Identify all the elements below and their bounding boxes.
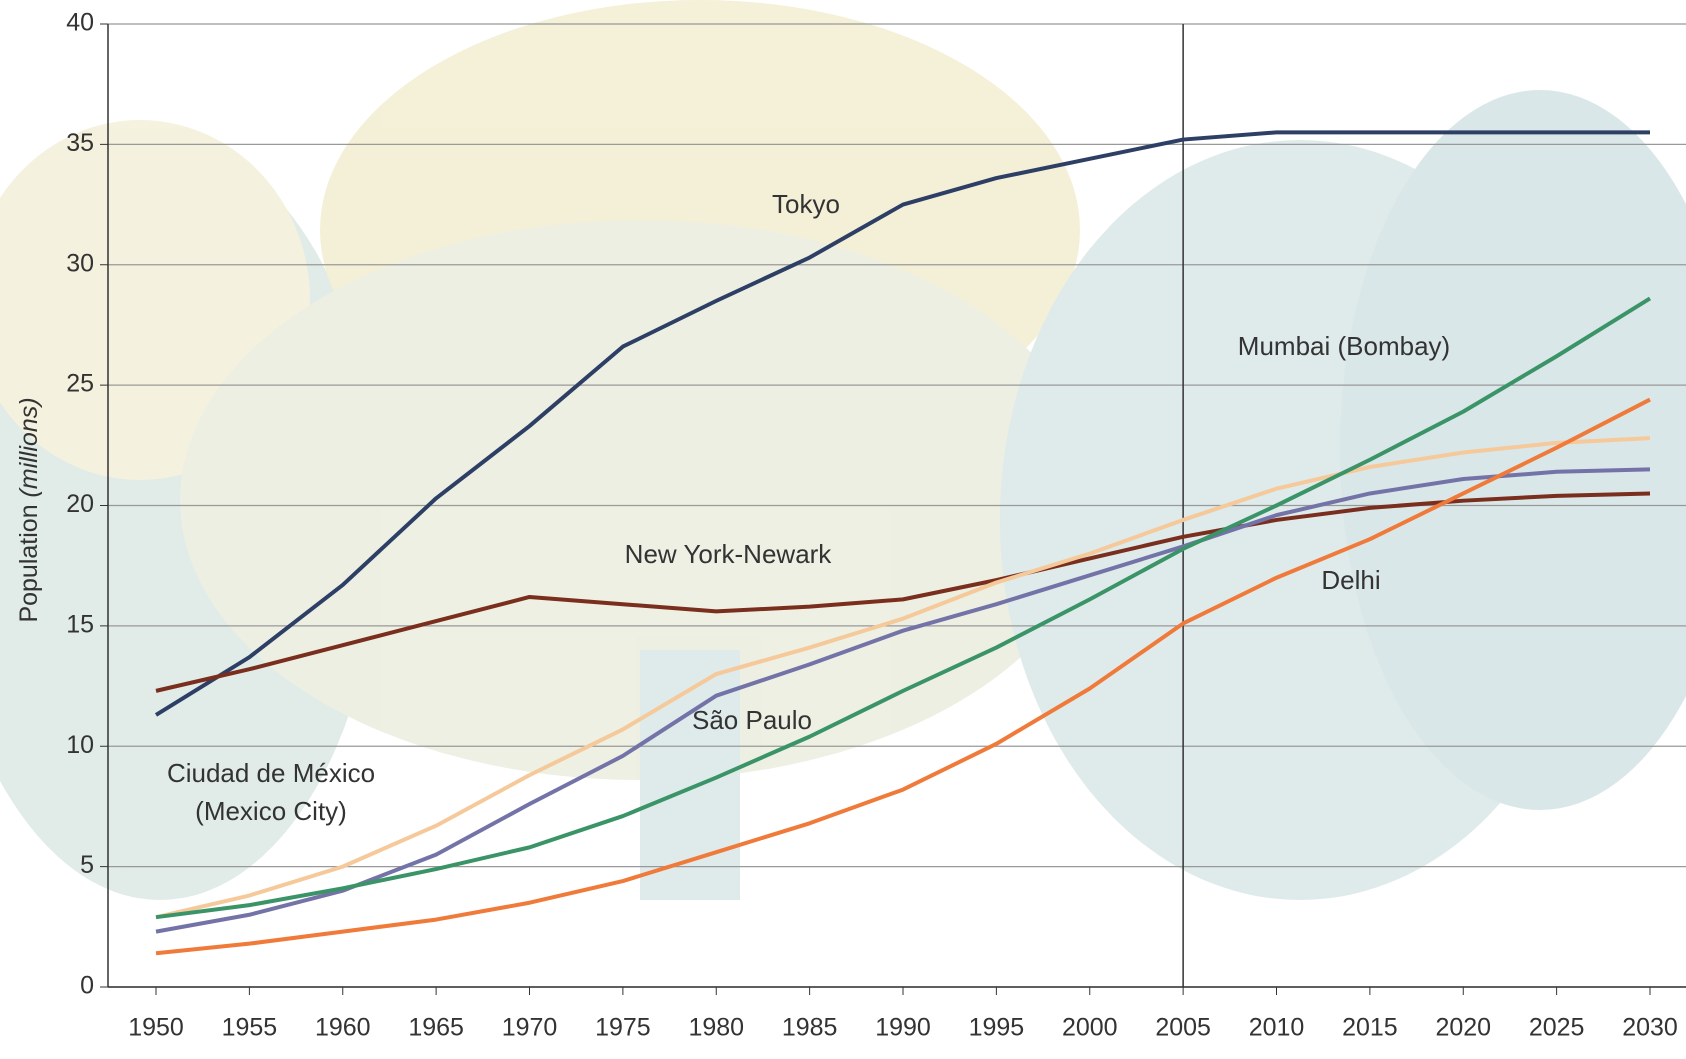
y-tick-label: 30 bbox=[66, 249, 94, 277]
y-tick-label: 20 bbox=[66, 490, 94, 518]
x-tick-label: 1960 bbox=[315, 1014, 371, 1042]
x-tick-label: 1970 bbox=[502, 1014, 558, 1042]
x-tick-label: 2010 bbox=[1249, 1014, 1305, 1042]
page: Population (millions) 051015202530354019… bbox=[0, 0, 1686, 1059]
y-axis-title: Population bbox=[15, 504, 43, 622]
x-tick-label: 2005 bbox=[1155, 1014, 1211, 1042]
x-tick-label: 1950 bbox=[128, 1014, 184, 1042]
x-tick-label: 2000 bbox=[1062, 1014, 1118, 1042]
x-tick-label: 1965 bbox=[408, 1014, 464, 1042]
x-tick-label: 2015 bbox=[1342, 1014, 1398, 1042]
series-label: Mumbai (Bombay) bbox=[1238, 327, 1450, 365]
x-tick-label: 1990 bbox=[875, 1014, 931, 1042]
x-tick-label: 2020 bbox=[1435, 1014, 1491, 1042]
series-label: Tokyo bbox=[772, 185, 840, 223]
y-axis-label: Population (millions) bbox=[15, 397, 43, 622]
series-label: São Paulo bbox=[692, 701, 812, 739]
y-tick-label: 0 bbox=[80, 972, 94, 1000]
x-tick-label: 1985 bbox=[782, 1014, 838, 1042]
x-tick-label: 2030 bbox=[1622, 1014, 1678, 1042]
y-tick-label: 10 bbox=[66, 731, 94, 759]
y-tick-label: 40 bbox=[66, 9, 94, 37]
chart: Population (millions) 051015202530354019… bbox=[0, 0, 1686, 1059]
y-axis-unit: (millions) bbox=[15, 397, 43, 497]
x-tick-label: 2025 bbox=[1529, 1014, 1585, 1042]
series-label: Ciudad de México (Mexico City) bbox=[151, 754, 391, 830]
series-label: New York-Newark bbox=[625, 535, 832, 573]
y-tick-label: 5 bbox=[80, 851, 94, 879]
y-tick-label: 35 bbox=[66, 129, 94, 157]
x-tick-label: 1975 bbox=[595, 1014, 651, 1042]
y-tick-label: 25 bbox=[66, 370, 94, 398]
x-tick-label: 1995 bbox=[969, 1014, 1025, 1042]
series-label: Delhi bbox=[1321, 561, 1380, 599]
y-tick-label: 15 bbox=[66, 610, 94, 638]
x-tick-label: 1980 bbox=[688, 1014, 744, 1042]
x-tick-label: 1955 bbox=[222, 1014, 278, 1042]
